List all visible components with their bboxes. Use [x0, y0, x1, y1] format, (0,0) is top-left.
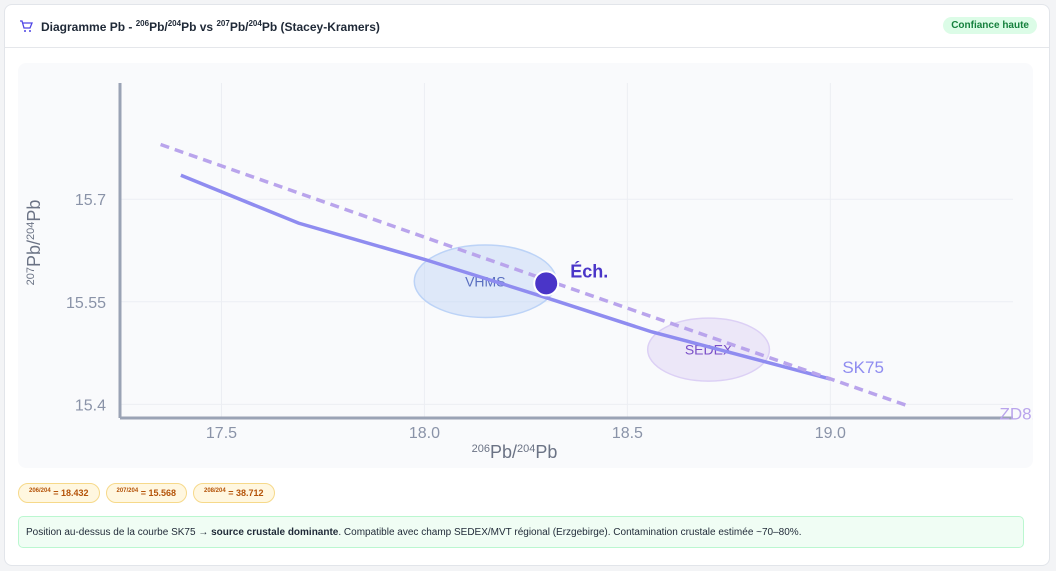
chips: 206/204 = 18.432 207/204 = 15.568 208/204 … [18, 483, 275, 503]
value-chip: 208/204 = 38.712 [193, 483, 275, 503]
y-tick-label: 15.4 [75, 397, 106, 414]
value-chip: 207/204 = 15.568 [105, 483, 187, 503]
region-label: VHMS [465, 273, 505, 289]
chip-text: = 18.432 [50, 488, 89, 498]
label-part: 207 [25, 267, 37, 285]
label-part: Pb/ [490, 442, 517, 462]
value-chip: 206/204 = 18.432 [18, 483, 100, 503]
chip-text: = 15.568 [138, 488, 176, 498]
x-tick-label: 18.0 [409, 425, 440, 442]
y-axis-title: 207Pb/204Pb [24, 200, 44, 286]
region-label: SEDEX [685, 342, 733, 358]
chip-text: = 38.712 [225, 488, 264, 498]
sample-label: Éch. [570, 260, 608, 281]
series-label: SK75 [842, 358, 884, 377]
series-label: ZD81 Org [999, 405, 1033, 424]
label-part: 204 [25, 222, 37, 240]
y-tick-label: 15.7 [75, 192, 106, 209]
card-title: Diagramme Pb - 206Pb/204Pb vs 207Pb/204P… [41, 19, 380, 34]
note: Position au-dessus de la courbe SK75 → s… [18, 516, 1024, 548]
y-tick-label: 15.55 [66, 295, 106, 312]
x-tick-label: 19.0 [815, 425, 846, 442]
sample-point [533, 270, 560, 297]
x-tick-label: 17.5 [206, 425, 237, 442]
chip-text: 207/204 [116, 488, 139, 494]
label-part: 206 [472, 443, 490, 455]
confidence-badge: Confiance haute [943, 17, 1037, 34]
x-tick-label: 18.5 [612, 425, 643, 442]
chart: 17.5 18.0 18.5 19.015.415.5515.7206Pb/204Pb… [24, 83, 1056, 462]
plot-area: 17.5 18.0 18.5 19.0 15.4 15.55 15.7 206Pb/204Pb… [18, 63, 1056, 468]
card-header: Diagramme Pb - 206Pb/204Pb vs 207Pb/204P… [5, 5, 1049, 48]
label-part: Pb [535, 442, 557, 462]
x-axis-title: 206Pb/204Pb [472, 442, 558, 462]
label-part: Pb/ [24, 240, 44, 267]
region [646, 317, 771, 382]
series-line [180, 173, 831, 381]
chip-text: 208/204 [204, 488, 226, 494]
chip-text: 206/204 [29, 488, 51, 494]
series-line [160, 142, 909, 408]
cart-icon [20, 20, 33, 32]
label-part: 204 [517, 443, 535, 455]
label-part: Pb [24, 200, 44, 222]
